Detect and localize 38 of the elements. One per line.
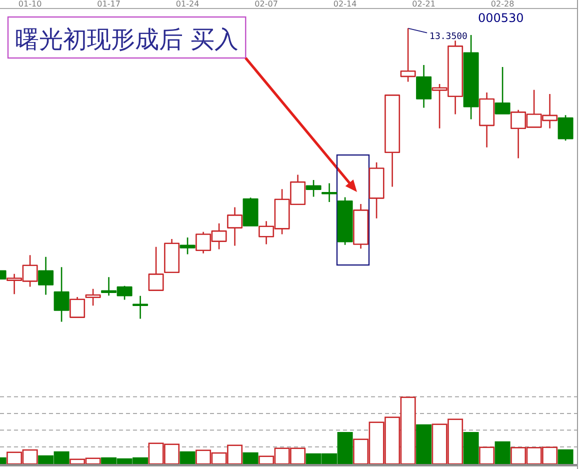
candlestick bbox=[416, 64, 432, 108]
candlestick bbox=[558, 114, 574, 142]
candlestick bbox=[384, 94, 400, 188]
chart-title: 000530 bbox=[478, 11, 524, 25]
x-tick-label: 02-28 bbox=[490, 0, 514, 9]
bar bbox=[479, 446, 495, 465]
candlestick bbox=[322, 182, 338, 203]
annotation: 13.3500 bbox=[430, 32, 468, 42]
x-tick-label: 02-07 bbox=[254, 0, 278, 9]
candlestick bbox=[353, 203, 369, 250]
bar bbox=[558, 449, 574, 465]
candlestick bbox=[242, 196, 258, 226]
candlestick bbox=[227, 206, 243, 246]
bar bbox=[463, 432, 479, 465]
annotation: 曙光初现形成后 买入 bbox=[15, 26, 239, 54]
candlestick bbox=[164, 238, 180, 274]
bar bbox=[416, 424, 432, 465]
bar bbox=[494, 441, 510, 465]
candlestick bbox=[400, 28, 416, 82]
candlestick bbox=[494, 66, 510, 115]
candlestick bbox=[70, 296, 86, 318]
candlestick bbox=[180, 236, 196, 255]
candlestick bbox=[368, 162, 384, 220]
candlestick bbox=[337, 196, 353, 246]
candlestick bbox=[148, 246, 164, 291]
candlestick bbox=[54, 266, 70, 322]
candlestick bbox=[85, 288, 101, 306]
x-tick-label: 01-24 bbox=[176, 0, 200, 9]
bar bbox=[242, 452, 258, 465]
x-tick-label: 01-17 bbox=[97, 0, 120, 9]
x-tick-label: 02-21 bbox=[412, 0, 436, 9]
candlestick bbox=[38, 256, 54, 296]
candlestick bbox=[306, 179, 322, 198]
x-tick-label: 01-10 bbox=[18, 0, 42, 9]
candlestick bbox=[479, 92, 495, 148]
bar bbox=[180, 451, 196, 465]
candlestick bbox=[132, 295, 148, 320]
x-tick-label: 02-14 bbox=[333, 0, 357, 9]
